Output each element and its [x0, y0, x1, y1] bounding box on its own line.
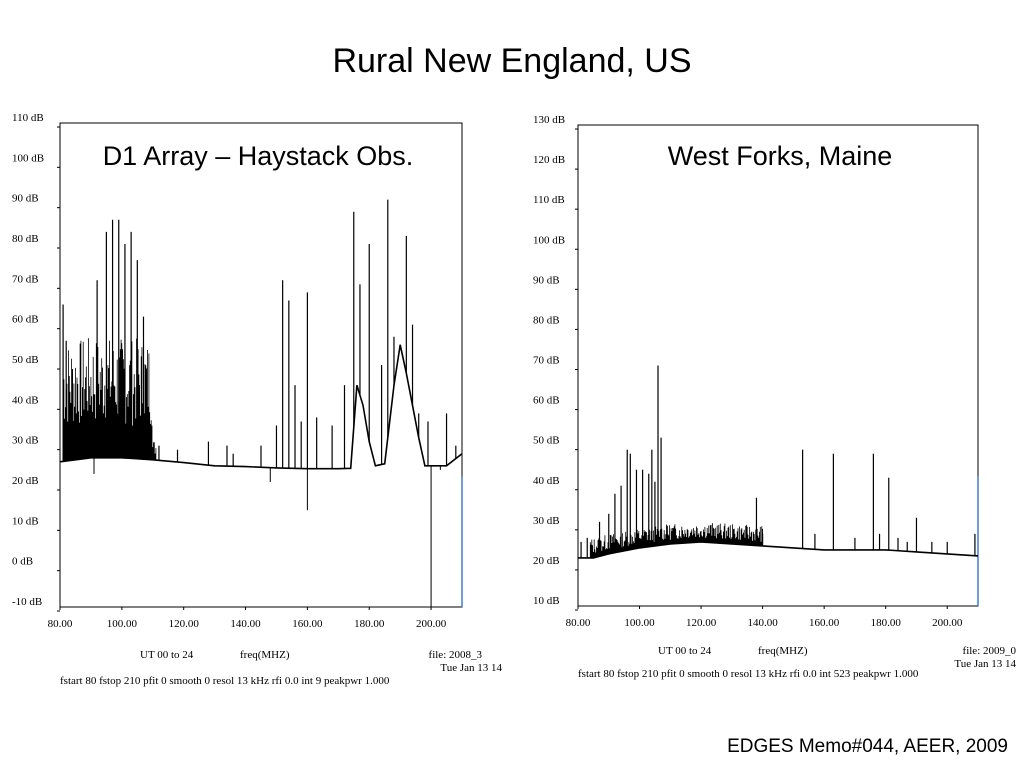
- chart2-y-tick-label: 20 dB: [533, 555, 560, 567]
- chart2-y-tick-label: 10 dB: [533, 595, 560, 607]
- chart1-file-label: file: 2008_3: [429, 649, 483, 661]
- chart2-y-tick-label: 50 dB: [533, 435, 560, 447]
- chart2-y-tick-label: 130 dB: [533, 114, 565, 126]
- chart2-params-line: fstart 80 fstop 210 pfit 0 smooth 0 reso…: [578, 668, 919, 680]
- chart1-x-tick-label: 100.00: [107, 618, 138, 630]
- chart2-y-tick-label: 80 dB: [533, 314, 560, 326]
- chart2-x-tick-label: 160.00: [809, 617, 840, 629]
- chart2-x-tick-label: 180.00: [871, 617, 902, 629]
- chart1-y-tick-label: 20 dB: [12, 475, 39, 487]
- chart1-y-tick-label: 110 dB: [12, 112, 44, 124]
- chart2-plot-frame: [577, 124, 979, 607]
- chart1-y-tick-label: -10 dB: [12, 596, 42, 608]
- chart2-y-tick-label: 40 dB: [533, 475, 560, 487]
- chart2-x-tick-label: 80.00: [566, 617, 591, 629]
- chart1-y-tick-label: 10 dB: [12, 515, 39, 527]
- chart1-params-line: fstart 80 fstop 210 pfit 0 smooth 0 reso…: [60, 675, 390, 687]
- chart1-x-tick-label: 120.00: [169, 618, 200, 630]
- chart2-y-tick-label: 30 dB: [533, 515, 560, 527]
- chart2-x-axis-label: freq(MHZ): [758, 645, 808, 657]
- chart2-file-label: file: 2009_0: [963, 645, 1017, 657]
- chart1-y-tick-label: 30 dB: [12, 435, 39, 447]
- chart2-inset-title: West Forks, Maine: [668, 141, 893, 171]
- chart1-x-tick-label: 200.00: [416, 618, 447, 630]
- chart1-plot-frame: [59, 122, 463, 608]
- chart1-time-label: UT 00 to 24: [140, 649, 194, 661]
- chart2-y-tick-label: 90 dB: [533, 274, 560, 286]
- chart1-y-tick-label: 60 dB: [12, 314, 39, 326]
- chart1-y-tick-label: 40 dB: [12, 394, 39, 406]
- chart2-x-tick-label: 200.00: [932, 617, 963, 629]
- chart2-y-tick-label: 120 dB: [533, 154, 565, 166]
- chart1-x-tick-label: 80.00: [48, 618, 73, 630]
- chart1-x-tick-label: 180.00: [354, 618, 385, 630]
- chart1-inset-title: D1 Array – Haystack Obs.: [103, 141, 414, 171]
- chart2-y-tick-label: 100 dB: [533, 234, 565, 246]
- chart2-date-label: Tue Jan 13 14: [954, 658, 1016, 670]
- chart2-noise-band-1: [663, 523, 763, 546]
- chart1-x-tick-label: 160.00: [292, 618, 323, 630]
- chart1-y-tick-label: 70 dB: [12, 273, 39, 285]
- chart2-x-tick-label: 100.00: [624, 617, 655, 629]
- chart1-x-tick-label: 140.00: [230, 618, 261, 630]
- chart2-y-tick-label: 60 dB: [533, 395, 560, 407]
- chart1-y-tick-label: 90 dB: [12, 193, 39, 205]
- chart2-x-tick-label: 140.00: [747, 617, 778, 629]
- chart1-y-tick-label: 100 dB: [12, 152, 44, 164]
- chart2-x-tick-label: 120.00: [686, 617, 717, 629]
- chart1-y-tick-label: 0 dB: [12, 556, 33, 568]
- source-footer: EDGES Memo#044, AEER, 2009: [727, 736, 1008, 757]
- chart2-y-tick-label: 70 dB: [533, 355, 560, 367]
- chart1-y-tick-label: 80 dB: [12, 233, 39, 245]
- chart2-y-tick-label: 110 dB: [533, 194, 565, 206]
- chart1-x-axis-label: freq(MHZ): [240, 649, 290, 661]
- chart2-time-label: UT 00 to 24: [658, 645, 712, 657]
- chart1-date-label: Tue Jan 13 14: [440, 662, 502, 674]
- chart1-y-tick-label: 50 dB: [12, 354, 39, 366]
- page-title: Rural New England, US: [332, 42, 692, 80]
